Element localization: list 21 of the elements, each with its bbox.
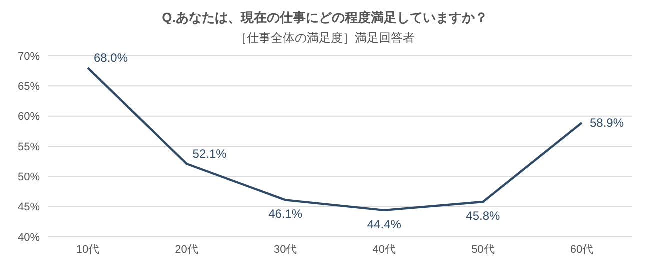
y-tick-label: 60% <box>18 111 40 124</box>
x-tick-label: 20代 <box>175 244 198 256</box>
y-tick-label: 40% <box>18 232 40 244</box>
y-tick-label: 45% <box>18 202 40 214</box>
y-tick-label: 50% <box>18 172 40 184</box>
data-label: 46.1% <box>268 207 303 222</box>
data-label: 45.8% <box>466 209 501 224</box>
chart-subtitle: ［仕事全体の満足度］満足回答者 <box>234 30 416 47</box>
data-label: 44.4% <box>367 217 402 232</box>
x-tick-label: 30代 <box>274 244 298 256</box>
chart-title: Q.あなたは、現在の仕事にどの程度満足していますか？ <box>161 9 489 27</box>
data-label: 68.0% <box>94 51 128 66</box>
x-tick-label: 40代 <box>372 244 396 256</box>
y-tick-label: 65% <box>18 81 40 94</box>
x-tick-label: 10代 <box>76 244 100 256</box>
y-tick-label: 55% <box>18 141 40 154</box>
x-tick-label: 50代 <box>472 244 495 256</box>
data-label: 58.9% <box>590 116 624 130</box>
data-label: 52.1% <box>192 146 228 161</box>
y-tick-label: 70% <box>18 50 40 63</box>
x-tick-label: 60代 <box>570 244 594 256</box>
